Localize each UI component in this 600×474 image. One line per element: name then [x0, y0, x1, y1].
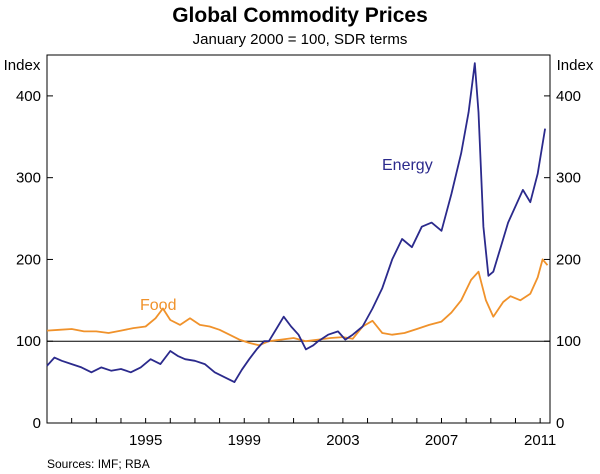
- right-y-tick-label: 0: [556, 415, 564, 432]
- left-y-tick-label: 0: [33, 415, 41, 432]
- x-tick-label: 1999: [228, 432, 261, 449]
- series-lines: [46, 62, 549, 384]
- food-series-label: Food: [140, 297, 176, 314]
- source-note: Sources: IMF; RBA: [47, 457, 150, 471]
- energy-series-line: [46, 62, 546, 384]
- left-y-tick-label: 300: [16, 170, 41, 187]
- left-y-tick-label: 100: [16, 333, 41, 350]
- x-tick-label: 2011: [524, 432, 556, 449]
- x-tick-label: 2003: [326, 432, 359, 449]
- right-y-tick-label: 300: [556, 170, 581, 187]
- right-axis-title: Index: [557, 57, 594, 74]
- left-axis-title: Index: [4, 57, 41, 74]
- right-y-tick-label: 400: [556, 88, 581, 105]
- x-tick-label: 2007: [425, 432, 458, 449]
- plot-area: [46, 54, 551, 424]
- chart-subtitle: January 2000 = 100, SDR terms: [193, 31, 408, 48]
- food-series-line: [46, 258, 549, 347]
- chart-title: Global Commodity Prices: [172, 4, 428, 27]
- right-y-axis: 0 100 200 300 400: [544, 88, 581, 432]
- energy-series-label: Energy: [382, 157, 433, 174]
- x-tick-label: 1995: [129, 432, 162, 449]
- right-y-tick-label: 100: [556, 333, 581, 350]
- left-y-tick-label: 200: [16, 251, 41, 268]
- x-axis: 1995 1999 2003 2007 2011: [46, 418, 556, 449]
- left-y-axis: 0 100 200 300 400: [16, 88, 53, 432]
- right-y-tick-label: 200: [556, 251, 581, 268]
- left-y-tick-label: 400: [16, 88, 41, 105]
